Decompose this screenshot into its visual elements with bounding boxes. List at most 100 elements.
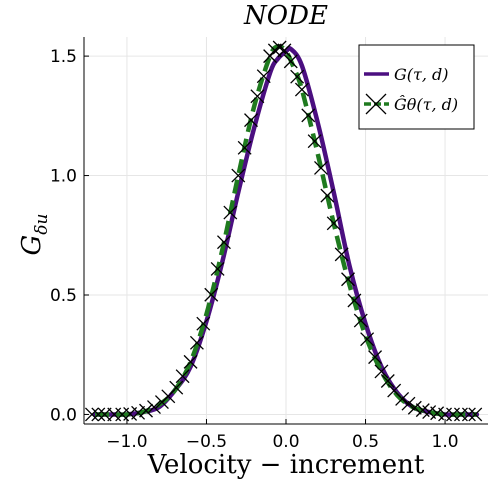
marker-x-stroke-b [422, 405, 437, 420]
marker-x [139, 403, 153, 418]
legend-box [358, 44, 475, 130]
y-tick-label: 0.0 [50, 405, 77, 425]
marker-x-stroke-b [374, 364, 389, 379]
marker-x-stroke-b [272, 40, 287, 55]
marker-x-stroke-b [223, 205, 238, 220]
legend-marker-x [365, 93, 387, 115]
marker-x-stroke-b [244, 113, 258, 128]
marker-x [263, 49, 278, 64]
marker-x-stroke-b [307, 134, 322, 149]
marker-x [290, 69, 305, 84]
marker-x-stroke-b [347, 293, 362, 308]
marker-x [283, 54, 298, 69]
marker-x-stroke-b [326, 216, 341, 231]
marker-x [147, 400, 161, 414]
marker-x [237, 140, 252, 155]
series-layer [84, 40, 483, 422]
marker-x [395, 391, 410, 406]
y-axis-label-main: G [17, 235, 47, 256]
marker-x [353, 313, 368, 328]
marker-x [294, 82, 309, 97]
marker-x-stroke-b [217, 235, 231, 250]
marker-x-stroke-b [237, 140, 252, 155]
y-axis-label: Gδu [17, 214, 52, 256]
series-g-hat-markers [84, 40, 483, 422]
marker-x-stroke-b [147, 400, 161, 414]
marker-x-stroke-b [290, 69, 305, 84]
marker-x [223, 205, 238, 220]
x-tick-label: 0.5 [352, 432, 379, 452]
axes [83, 37, 488, 425]
marker-x [91, 407, 106, 422]
y-axis-label-sub: δu [32, 214, 52, 235]
marker-x-stroke-b [415, 403, 430, 418]
marker-x-stroke-b [210, 262, 225, 276]
marker-x-stroke-b [131, 405, 146, 420]
marker-x-stroke-b [387, 383, 402, 398]
x-tick-label: −0.5 [186, 432, 227, 452]
marker-x-stroke-b [430, 406, 445, 421]
marker-x-stroke-b [334, 247, 349, 262]
legend-marker-stroke-b [365, 93, 387, 115]
marker-x-stroke-b [283, 54, 298, 69]
marker-x [334, 247, 349, 262]
marker-x-stroke-b [183, 354, 198, 369]
marker-x-stroke-b [204, 287, 219, 302]
x-axis-label: Velocity − increment [147, 450, 425, 480]
marker-x-stroke-b [263, 49, 278, 64]
marker-x-stroke-b [360, 332, 375, 347]
marker-x-stroke-b [196, 316, 211, 331]
x-tick-label: 0.0 [272, 432, 299, 452]
marker-x [360, 332, 375, 347]
marker-x [272, 40, 287, 55]
marker-x [217, 235, 231, 250]
marker-x [347, 293, 362, 308]
marker-x [196, 316, 211, 331]
marker-x [380, 374, 395, 388]
marker-x-stroke-b [250, 89, 265, 104]
marker-x-stroke-b [277, 43, 292, 58]
marker-x [175, 369, 190, 384]
marker-x [277, 43, 292, 58]
marker-x [320, 188, 335, 203]
legend-entry-g: G(τ, d) [394, 65, 449, 84]
marker-x-stroke-b [189, 335, 204, 350]
chart-title: NODE [243, 1, 328, 31]
marker-x-stroke-b [84, 407, 99, 422]
marker-x [131, 405, 146, 420]
y-tick-label: 1.5 [50, 47, 77, 67]
marker-x [407, 400, 422, 415]
marker-x [461, 407, 476, 422]
marker-x-stroke-b [320, 188, 335, 203]
marker-x [183, 354, 198, 369]
marker-x [314, 160, 328, 175]
marker-x [189, 335, 204, 350]
marker-x [307, 134, 322, 149]
marker-x [244, 113, 258, 128]
marker-x-stroke-b [353, 313, 368, 328]
marker-x [204, 287, 219, 302]
marker-x-stroke-b [395, 391, 410, 406]
marker-x-stroke-b [139, 403, 153, 418]
marker-x [250, 89, 265, 104]
marker-x-stroke-b [314, 160, 328, 175]
marker-x-stroke-b [294, 82, 309, 97]
marker-x [231, 168, 246, 183]
marker-x-stroke-b [461, 407, 476, 422]
marker-x [301, 108, 316, 123]
marker-x [374, 364, 389, 379]
marker-x [368, 350, 383, 365]
marker-x [468, 407, 483, 422]
y-tick-label: 0.5 [50, 286, 77, 306]
y-tick-label: 1.0 [50, 167, 77, 187]
legend-entry-g-hat: Ĝθ(τ, d) [394, 94, 458, 114]
marker-x [341, 272, 355, 287]
series-g-hat-line [95, 44, 477, 417]
marker-x-stroke-b [175, 369, 190, 384]
marker-x-stroke-b [169, 380, 184, 395]
marker-x-stroke-b [341, 272, 355, 287]
marker-x [210, 262, 225, 276]
marker-x-stroke-b [380, 374, 395, 388]
x-tick-label: −1.0 [106, 432, 147, 452]
